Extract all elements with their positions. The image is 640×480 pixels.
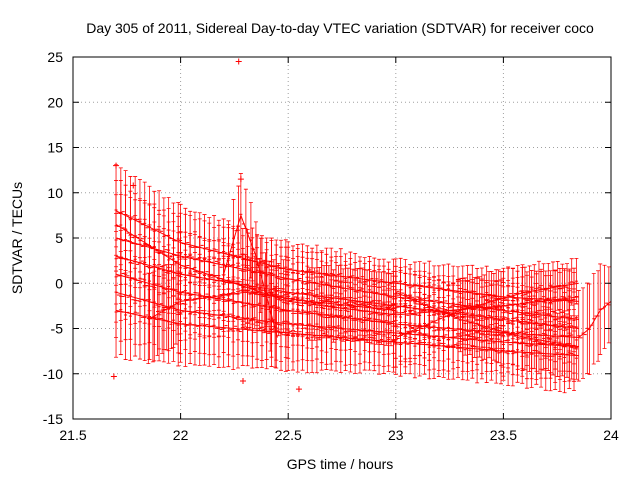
y-tick-label: -15 — [43, 411, 63, 427]
outlier-point — [235, 58, 242, 65]
series-sat-k — [221, 173, 278, 368]
series-sat-l — [576, 263, 612, 382]
series-trend — [395, 291, 579, 348]
outlier-point — [113, 162, 120, 169]
outlier-point — [240, 377, 247, 384]
series-trend — [115, 224, 579, 316]
x-axis-title: GPS time / hours — [287, 456, 394, 472]
outlier-points — [110, 58, 302, 393]
y-tick-label: -10 — [43, 366, 63, 382]
x-tick-label: 24 — [603, 427, 619, 443]
series-trend — [395, 282, 579, 339]
outlier-point — [295, 386, 302, 393]
y-tick-label: 25 — [47, 49, 63, 65]
y-tick-label: 10 — [47, 185, 63, 201]
y-tick-label: -5 — [51, 321, 64, 337]
y-axis-title: SDTVAR / TECUs — [9, 182, 25, 294]
series-trend — [115, 273, 579, 339]
x-tick-label: 22.5 — [275, 427, 302, 443]
series-trend — [115, 237, 579, 320]
y-tick-label: 20 — [47, 94, 63, 110]
chart-title: Day 305 of 2011, Sidereal Day-to-day VTE… — [86, 20, 594, 36]
y-tick-label: 15 — [47, 140, 63, 156]
series-trend — [115, 309, 579, 357]
y-tick-label: 0 — [55, 275, 63, 291]
series-trend — [148, 291, 396, 320]
x-tick-label: 23.5 — [490, 427, 517, 443]
series-trend — [223, 213, 278, 338]
series-sat-h — [146, 254, 396, 365]
outlier-point — [130, 182, 137, 189]
series-trend — [578, 300, 612, 338]
x-tick-label: 22 — [173, 427, 189, 443]
grid-lines — [73, 57, 611, 419]
series-trend — [115, 210, 579, 302]
y-tick-label: 5 — [55, 230, 63, 246]
series-sat-j — [393, 257, 579, 368]
axis-ticks: 21.5 22 22.5 23 23.5 24 -15 -10 -5 0 5 10 15 20 25 — [43, 49, 619, 443]
x-tick-label: 23 — [388, 427, 404, 443]
data-layer — [110, 58, 612, 394]
outlier-point — [110, 373, 117, 380]
x-tick-label: 21.5 — [59, 427, 86, 443]
outlier-point — [237, 176, 244, 183]
